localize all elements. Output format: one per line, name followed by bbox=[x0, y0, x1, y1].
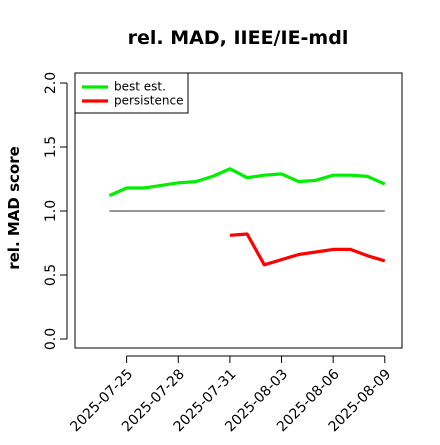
legend-box bbox=[74, 72, 189, 114]
y-tick-label: 1.0 bbox=[43, 200, 59, 222]
series-line-persistence bbox=[229, 232, 386, 267]
legend: best est.persistence bbox=[74, 72, 189, 114]
series-layer bbox=[108, 167, 386, 267]
y-tick-label: 0.5 bbox=[43, 264, 59, 286]
y-tick-label: 2.0 bbox=[43, 72, 59, 94]
legend-label: best est. bbox=[114, 80, 166, 94]
y-tick-label: 0.0 bbox=[43, 328, 59, 350]
series-line-best-est bbox=[108, 167, 386, 198]
y-tick-label: 1.5 bbox=[43, 136, 59, 158]
legend-label: persistence bbox=[114, 94, 183, 108]
y-axis-label: rel. MAD score bbox=[5, 146, 23, 270]
x-axis: 2025-07-252025-07-282025-07-312025-08-03… bbox=[67, 355, 394, 435]
plot-frame bbox=[74, 72, 403, 349]
chart-title: rel. MAD, IIEE/IE-mdl bbox=[128, 27, 349, 49]
y-axis: 0.0 0.5 1.0 1.5 2.0 bbox=[43, 72, 68, 350]
